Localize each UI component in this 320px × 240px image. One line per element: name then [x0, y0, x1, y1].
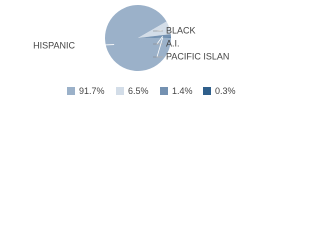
- pie-slice: [138, 21, 171, 38]
- legend-swatch: [203, 87, 211, 95]
- legend-swatch: [67, 87, 75, 95]
- slice-label: BLACK: [166, 25, 196, 35]
- legend-label: 1.4%: [172, 86, 193, 96]
- legend-swatch: [116, 87, 124, 95]
- pie-slice: [138, 37, 171, 38]
- slice-label: A.I.: [166, 38, 180, 48]
- legend-label: 91.7%: [79, 86, 105, 96]
- pie-slice: [138, 34, 171, 38]
- pie-slice: [105, 5, 171, 72]
- legend-label: 6.5%: [128, 86, 149, 96]
- label-line: [77, 44, 115, 47]
- slice-label: PACIFIC ISLAN: [166, 51, 229, 61]
- chart: HISPANIC BLACK A.I. PACIFIC ISLAN 91.7% 6.5% 1…: [33, 5, 236, 96]
- legend-swatch: [160, 87, 168, 95]
- legend-label: 0.3%: [215, 86, 236, 96]
- slice-label: HISPANIC: [33, 40, 75, 50]
